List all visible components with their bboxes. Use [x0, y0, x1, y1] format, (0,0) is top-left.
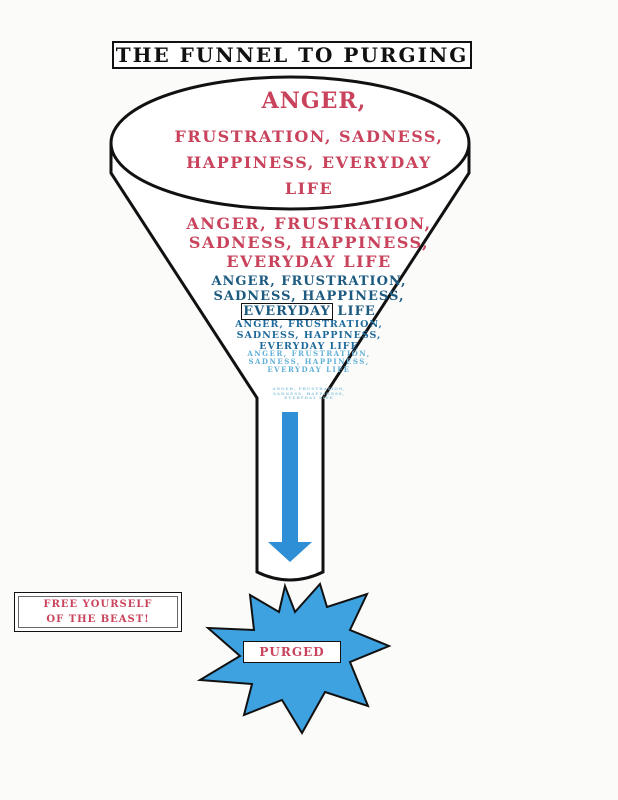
everyday-boxed-word: Everyday [241, 303, 333, 320]
funnel-rim [109, 75, 471, 211]
tier-3-line: Everyday Life [0, 303, 618, 320]
tier-5-line: Sadness, Happiness, [248, 357, 370, 366]
tier-6-line: Anger, Frustration, [272, 386, 346, 391]
tier-2-line: Sadness, Happiness, [188, 233, 430, 252]
tier-4-text: Anger, Frustration, Sadness, Happiness, … [0, 319, 618, 352]
tier-3-tail: Life [331, 304, 376, 319]
tier-6-text: Anger, Frustration, Sadness, Happiness, … [0, 386, 618, 401]
callout-line: of the Beast! [46, 614, 150, 625]
tier-4-line: Sadness, Happiness, [236, 330, 382, 341]
down-arrow-icon [268, 412, 312, 562]
tier-3-line: Sadness, Happiness, [213, 289, 405, 304]
tier-5-line: Everyday Life [267, 365, 351, 374]
tier-4-line: Everyday Life [259, 341, 359, 352]
tier-1-line: Happiness, Everyday [186, 153, 432, 172]
tier-5-text: Anger, Frustration, Sadness, Happiness, … [0, 350, 618, 374]
tier-6-line: Sadness, Happiness, [273, 390, 345, 396]
tier-2-text: Anger, Frustration, Sadness, Happiness, … [0, 214, 618, 271]
tier-1-line: Frustration, Sadness, [174, 127, 444, 146]
tier-5-line: Anger, Frustration, [247, 349, 371, 358]
tier-1-line: Anger, [261, 88, 367, 114]
tier-3-text: Anger, Frustration, Sadness, Happiness, … [0, 274, 618, 320]
tier-4-line: Anger, Frustration, [235, 319, 383, 330]
funnel-body [109, 143, 471, 582]
tier-3-line: Anger, Frustration, [211, 274, 407, 289]
tier-2-line: Anger, Frustration, [186, 214, 432, 233]
tier-6-line: Everyday Life [284, 395, 334, 400]
free-yourself-callout: Free Yourself of the Beast! [14, 592, 182, 632]
callout-line: Free Yourself [43, 599, 153, 610]
tier-1-line: Life [284, 179, 334, 198]
tier-2-line: Everyday Life [226, 252, 392, 271]
diagram-title: The Funnel to Purging [112, 41, 472, 69]
purged-label: Purged [243, 641, 341, 663]
tier-1-text: Anger, Frustration, Sadness, Happiness, … [0, 88, 618, 202]
